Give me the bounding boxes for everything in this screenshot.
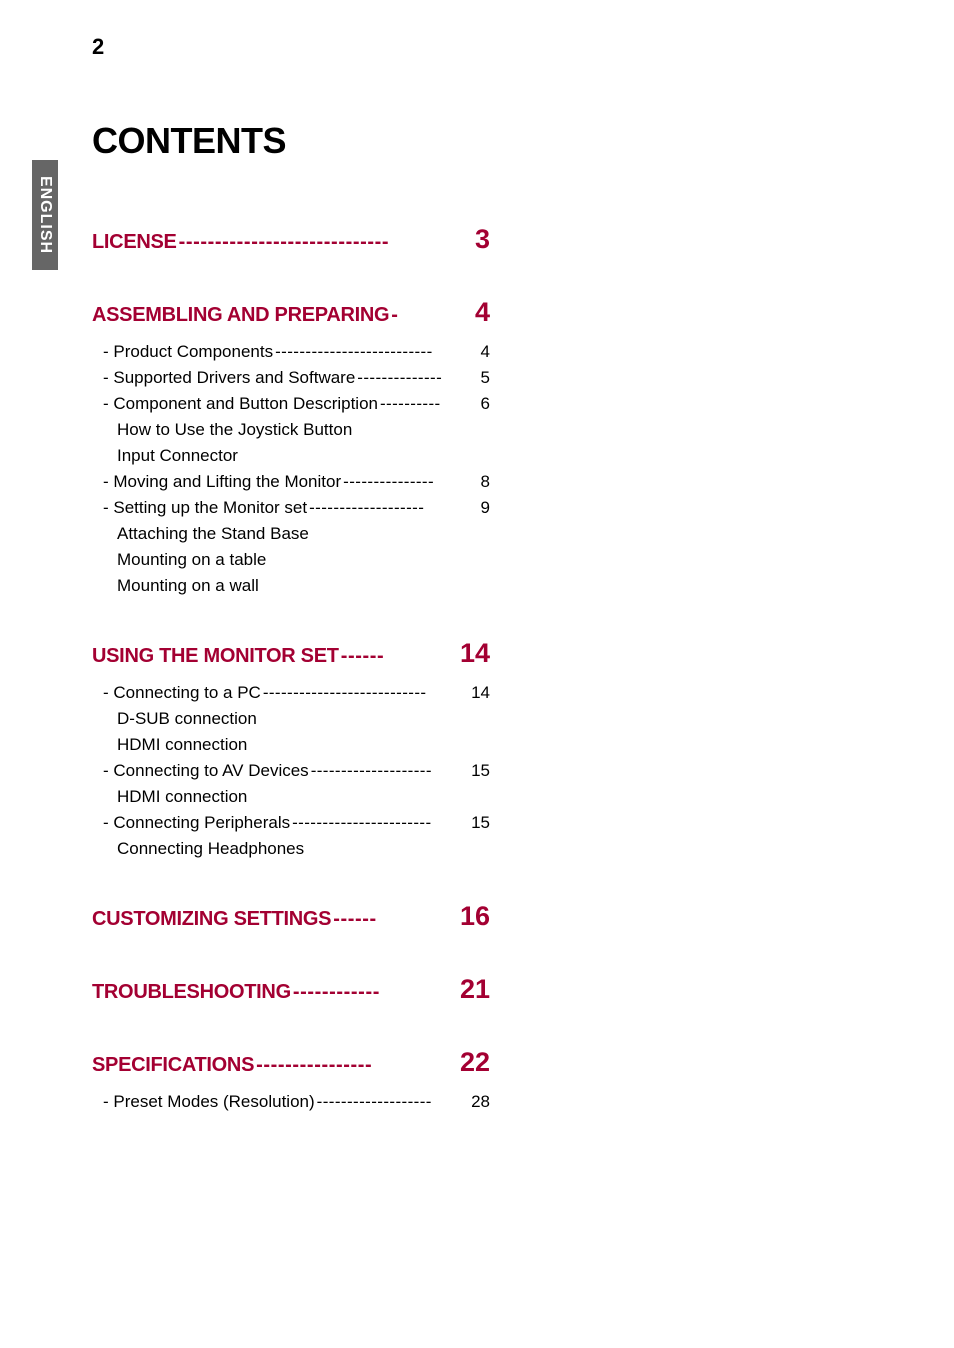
toc-entry-page: 5 <box>478 368 490 388</box>
leader-dashes: ------------------- <box>307 498 477 518</box>
toc-section-title: TROUBLESHOOTING <box>92 981 291 1004</box>
leader-dashes: ----------------------- <box>290 813 468 833</box>
toc-entry-text: - Connecting to AV Devices <box>103 761 309 781</box>
toc-entry[interactable]: - Connecting to AV Devices -------------… <box>92 761 490 781</box>
toc-entry[interactable]: - Moving and Lifting the Monitor -------… <box>92 472 490 492</box>
contents-container: CONTENTS LICENSE -----------------------… <box>92 120 512 1154</box>
toc-entry-text: - Connecting to a PC <box>103 683 261 703</box>
toc-entry-page: 4 <box>478 342 490 362</box>
toc-section-page: 3 <box>475 224 490 255</box>
page-number: 2 <box>92 34 104 60</box>
leader-dashes: ------ <box>331 908 460 931</box>
toc-section-row[interactable]: TROUBLESHOOTING ------------ 21 <box>92 974 490 1005</box>
leader-dashes: -------------------------- <box>273 342 477 362</box>
leader-dashes: - <box>389 304 475 327</box>
toc-section-page: 16 <box>460 901 490 932</box>
toc-sub-entry: Mounting on a table <box>92 550 490 570</box>
toc-section-page: 22 <box>460 1047 490 1078</box>
toc-entry-text: - Connecting Peripherals <box>103 813 290 833</box>
toc-entry[interactable]: - Preset Modes (Resolution) ------------… <box>92 1092 490 1112</box>
toc-entry-text: - Product Components <box>103 342 273 362</box>
toc-section-row[interactable]: SPECIFICATIONS ---------------- 22 <box>92 1047 490 1078</box>
leader-dashes: --------------- <box>341 472 477 492</box>
toc-section-title: USING THE MONITOR SET <box>92 645 339 668</box>
toc-sub-entry: Attaching the Stand Base <box>92 524 490 544</box>
toc-entry-page: 6 <box>478 394 490 414</box>
toc-section-page: 21 <box>460 974 490 1005</box>
toc-entry[interactable]: - Connecting to a PC -------------------… <box>92 683 490 703</box>
leader-dashes: -------------------- <box>309 761 468 781</box>
toc-section-row[interactable]: ASSEMBLING AND PREPARING - 4 <box>92 297 490 328</box>
toc-section-customizing: CUSTOMIZING SETTINGS ------ 16 <box>92 901 512 932</box>
language-tab-text: ENGLISH <box>36 176 54 254</box>
leader-dashes: --------------------------- <box>261 683 468 703</box>
toc-entry[interactable]: - Setting up the Monitor set -----------… <box>92 498 490 518</box>
leader-dashes: ------------------- <box>315 1092 468 1112</box>
toc-entry-text: - Preset Modes (Resolution) <box>103 1092 315 1112</box>
leader-dashes: ----------------------------- <box>177 231 475 254</box>
toc-sub-entry: D-SUB connection <box>92 709 490 729</box>
toc-sub-entry: Connecting Headphones <box>92 839 490 859</box>
toc-entry[interactable]: - Product Components -------------------… <box>92 342 490 362</box>
toc-entry-text: - Supported Drivers and Software <box>103 368 355 388</box>
toc-entry-page: 9 <box>478 498 490 518</box>
leader-dashes: ---------- <box>378 394 478 414</box>
toc-entry[interactable]: - Component and Button Description -----… <box>92 394 490 414</box>
toc-sub-entry: Input Connector <box>92 446 490 466</box>
leader-dashes: ------ <box>339 645 460 668</box>
language-tab: ENGLISH <box>32 160 58 270</box>
toc-entry-text: - Moving and Lifting the Monitor <box>103 472 341 492</box>
leader-dashes: -------------- <box>355 368 477 388</box>
toc-section-title: SPECIFICATIONS <box>92 1054 254 1077</box>
toc-sub-entry: How to Use the Joystick Button <box>92 420 490 440</box>
toc-section-row[interactable]: LICENSE ----------------------------- 3 <box>92 224 490 255</box>
toc-entry[interactable]: - Connecting Peripherals ---------------… <box>92 813 490 833</box>
toc-entry-page: 14 <box>468 683 490 703</box>
toc-sub-entry: Mounting on a wall <box>92 576 490 596</box>
toc-section-title: LICENSE <box>92 231 177 254</box>
toc-entry-text: - Component and Button Description <box>103 394 378 414</box>
toc-section-page: 4 <box>475 297 490 328</box>
leader-dashes: ------------ <box>291 981 460 1004</box>
toc-entry[interactable]: - Supported Drivers and Software -------… <box>92 368 490 388</box>
toc-section-troubleshooting: TROUBLESHOOTING ------------ 21 <box>92 974 512 1005</box>
toc-section-using: USING THE MONITOR SET ------ 14 - Connec… <box>92 638 512 859</box>
toc-sub-entry: HDMI connection <box>92 735 490 755</box>
toc-section-page: 14 <box>460 638 490 669</box>
toc-section-row[interactable]: USING THE MONITOR SET ------ 14 <box>92 638 490 669</box>
toc-entry-page: 28 <box>468 1092 490 1112</box>
toc-section-license: LICENSE ----------------------------- 3 <box>92 224 512 255</box>
toc-section-row[interactable]: CUSTOMIZING SETTINGS ------ 16 <box>92 901 490 932</box>
toc-section-title: ASSEMBLING AND PREPARING <box>92 304 389 327</box>
toc-section-title: CUSTOMIZING SETTINGS <box>92 908 331 931</box>
toc-section-assembling: ASSEMBLING AND PREPARING - 4 - Product C… <box>92 297 512 596</box>
toc-entry-page: 8 <box>478 472 490 492</box>
toc-entry-text: - Setting up the Monitor set <box>103 498 307 518</box>
page-title: CONTENTS <box>92 120 512 162</box>
toc-section-specifications: SPECIFICATIONS ---------------- 22 - Pre… <box>92 1047 512 1112</box>
toc-entry-page: 15 <box>468 761 490 781</box>
leader-dashes: ---------------- <box>254 1054 460 1077</box>
toc-entry-page: 15 <box>468 813 490 833</box>
toc-sub-entry: HDMI connection <box>92 787 490 807</box>
